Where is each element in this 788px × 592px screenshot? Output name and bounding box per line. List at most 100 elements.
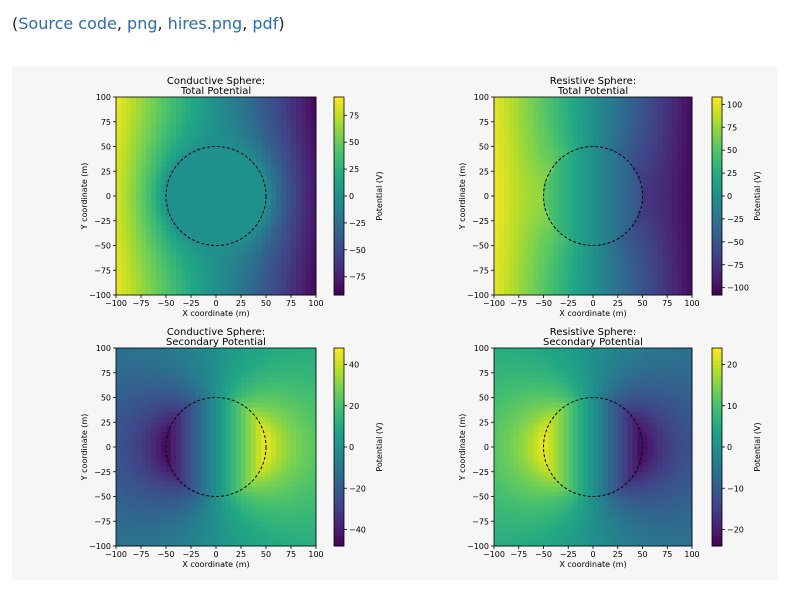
heatmap-cell bbox=[503, 290, 510, 296]
heatmap-cell bbox=[533, 285, 540, 291]
heatmap-cell bbox=[306, 412, 312, 418]
heatmap-cell bbox=[296, 270, 302, 276]
heatmap-cell bbox=[677, 146, 683, 153]
heatmap-cell bbox=[543, 240, 550, 247]
heatmap-cell bbox=[241, 387, 247, 394]
link-hires-png[interactable]: hires.png bbox=[167, 14, 243, 33]
heatmap-cell bbox=[563, 290, 569, 296]
heatmap-cell bbox=[632, 126, 639, 133]
heatmap-cell bbox=[171, 422, 177, 428]
heatmap-cell bbox=[593, 225, 599, 232]
heatmap-cell bbox=[553, 255, 559, 261]
heatmap-cell bbox=[151, 265, 157, 271]
heatmap-cell bbox=[622, 235, 629, 242]
heatmap-cell bbox=[494, 116, 500, 123]
heatmap-cell bbox=[186, 501, 192, 507]
heatmap-cell bbox=[186, 101, 192, 108]
heatmap-cell bbox=[637, 280, 644, 286]
link-png[interactable]: png bbox=[127, 14, 158, 33]
heatmap-cell bbox=[156, 531, 162, 537]
heatmap-cell bbox=[171, 116, 177, 123]
heatmap-cell bbox=[146, 270, 152, 276]
heatmap-cell bbox=[191, 205, 197, 212]
heatmap-cell bbox=[241, 357, 247, 364]
heatmap-cell bbox=[637, 111, 644, 118]
heatmap-cell bbox=[301, 536, 307, 542]
heatmap-cell bbox=[236, 402, 242, 408]
heatmap-cell bbox=[276, 476, 282, 483]
heatmap-cell bbox=[296, 427, 302, 433]
heatmap-cell bbox=[261, 186, 267, 192]
link-pdf[interactable]: pdf bbox=[252, 14, 279, 33]
heatmap-cell bbox=[558, 131, 564, 138]
heatmap-cell bbox=[607, 186, 614, 192]
heatmap-cell bbox=[637, 131, 644, 138]
heatmap-cell bbox=[266, 491, 272, 498]
heatmap-cell bbox=[216, 161, 222, 167]
heatmap-cell bbox=[538, 215, 545, 222]
heatmap-cell bbox=[503, 181, 510, 187]
heatmap-cell bbox=[176, 235, 182, 242]
heatmap-cell bbox=[151, 427, 157, 433]
heatmap-cell bbox=[281, 427, 287, 433]
heatmap-cell bbox=[652, 166, 658, 172]
link-source-code[interactable]: Source code bbox=[18, 14, 117, 33]
heatmap-cell bbox=[291, 191, 297, 197]
heatmap-cell bbox=[266, 387, 272, 394]
heatmap-cell bbox=[181, 432, 187, 438]
heatmap-cell bbox=[306, 377, 312, 384]
heatmap-cell bbox=[301, 230, 307, 237]
heatmap-cell bbox=[518, 146, 525, 153]
heatmap-cell bbox=[523, 161, 530, 167]
heatmap-cell bbox=[291, 265, 297, 271]
heatmap-cell bbox=[306, 402, 312, 408]
heatmap-cell bbox=[191, 481, 197, 488]
heatmap-cell bbox=[642, 235, 649, 242]
heatmap-cell bbox=[593, 215, 599, 222]
heatmap-cell bbox=[246, 442, 252, 448]
heatmap-cell bbox=[538, 225, 545, 232]
heatmap-cell bbox=[216, 250, 222, 256]
heatmap-cell bbox=[241, 447, 247, 453]
heatmap-cell bbox=[291, 392, 297, 399]
heatmap-cell bbox=[296, 442, 302, 448]
heatmap-cell bbox=[518, 285, 525, 291]
heatmap-cell bbox=[221, 417, 227, 423]
heatmap-cell bbox=[146, 511, 152, 517]
heatmap-cell bbox=[151, 255, 157, 261]
heatmap-cell bbox=[136, 260, 142, 266]
y-tick-label: −100 bbox=[89, 291, 111, 300]
heatmap-cell bbox=[221, 372, 227, 379]
heatmap-cell bbox=[627, 210, 634, 217]
heatmap-cell bbox=[196, 357, 202, 364]
colorbar-segment bbox=[334, 219, 344, 223]
heatmap-cell bbox=[558, 220, 564, 227]
heatmap-cell bbox=[657, 166, 663, 172]
heatmap-cell bbox=[171, 245, 177, 252]
heatmap-cell bbox=[136, 210, 142, 217]
heatmap-cell bbox=[667, 186, 673, 192]
heatmap-cell bbox=[161, 496, 167, 503]
heatmap-cell bbox=[597, 166, 604, 172]
heatmap-cell bbox=[553, 166, 559, 172]
heatmap-cell bbox=[241, 136, 247, 143]
heatmap-cell bbox=[156, 362, 162, 369]
heatmap-cell bbox=[221, 412, 227, 418]
heatmap-cell bbox=[281, 496, 287, 503]
heatmap-cell bbox=[261, 161, 267, 167]
heatmap-cell bbox=[116, 466, 122, 473]
heatmap-cell bbox=[146, 106, 152, 113]
heatmap-cell bbox=[553, 181, 559, 187]
heatmap-cell bbox=[206, 285, 212, 291]
heatmap-cell bbox=[528, 240, 535, 247]
heatmap-cell bbox=[301, 496, 307, 503]
heatmap-cell bbox=[296, 407, 302, 413]
colorbar-segment bbox=[712, 222, 722, 227]
heatmap-cell bbox=[256, 280, 262, 286]
heatmap-cell bbox=[246, 245, 252, 252]
heatmap-cell bbox=[548, 136, 554, 143]
heatmap-cell bbox=[181, 348, 187, 354]
heatmap-cell bbox=[498, 255, 505, 261]
heatmap-cell bbox=[251, 176, 257, 182]
heatmap-cell bbox=[201, 427, 207, 433]
